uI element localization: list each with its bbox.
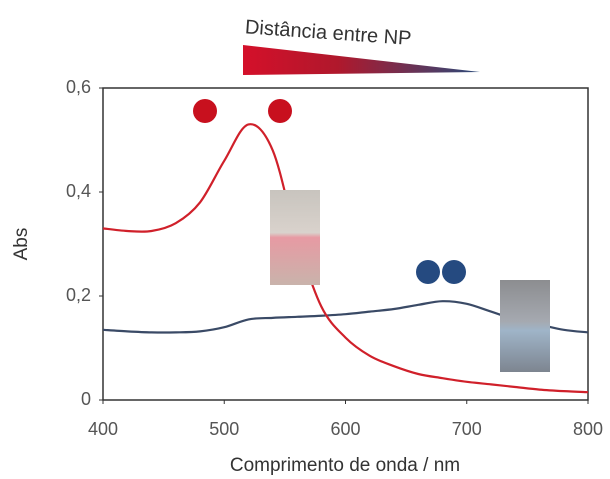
y-tick-label: 0,6 xyxy=(66,77,91,97)
gradient-wedge xyxy=(243,45,480,75)
tube-photo xyxy=(270,190,320,285)
y-tick-label: 0 xyxy=(81,389,91,409)
tube-photo xyxy=(500,280,550,372)
x-tick-label: 400 xyxy=(88,419,118,439)
y-tick-label: 0,2 xyxy=(66,285,91,305)
x-tick-label: 600 xyxy=(330,419,360,439)
x-axis-title: Comprimento de onda / nm xyxy=(230,455,460,476)
chart: Distância entre NP Comprimento de onda /… xyxy=(0,0,610,479)
x-tick-label: 500 xyxy=(209,419,239,439)
annotation: Distância entre NP xyxy=(244,16,412,50)
particle xyxy=(268,99,292,123)
x-tick-label: 700 xyxy=(452,419,482,439)
particle xyxy=(442,260,466,284)
particle xyxy=(193,99,217,123)
y-tick-label: 0,4 xyxy=(66,181,91,201)
particle xyxy=(416,260,440,284)
y-axis-title: Abs xyxy=(11,228,32,261)
x-tick-label: 800 xyxy=(573,419,603,439)
